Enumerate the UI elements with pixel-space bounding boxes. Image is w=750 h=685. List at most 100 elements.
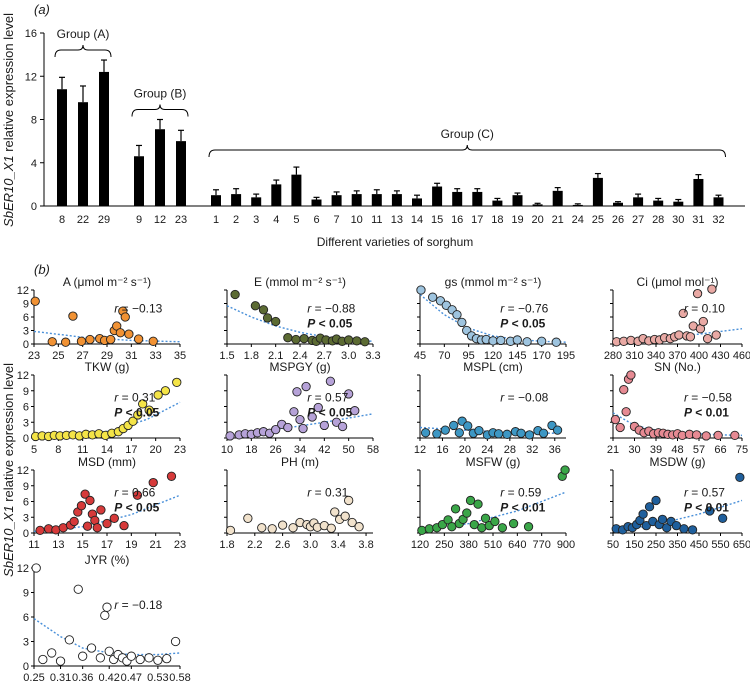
data-point bbox=[262, 313, 273, 323]
p-value: P < 0.05 bbox=[114, 500, 159, 514]
subplot-title: JYR (%) bbox=[85, 553, 130, 567]
subplot-x-tick-label: 0.25 bbox=[23, 672, 44, 684]
data-point bbox=[162, 654, 172, 664]
data-point bbox=[692, 288, 703, 299]
subplot-x-tick-label: 25 bbox=[52, 350, 64, 362]
data-point bbox=[626, 370, 636, 380]
trend-line bbox=[226, 305, 374, 342]
subplot-x-tick-label: 170 bbox=[532, 350, 550, 362]
subplot-x-tick-label: 280 bbox=[604, 350, 622, 362]
subplot-title: PH (m) bbox=[281, 455, 319, 469]
subplot-x-tick-label: 33 bbox=[150, 350, 162, 362]
y-axis-title-b: SbER10_X1 relative expression level bbox=[1, 363, 16, 577]
subplot-x-tick-label: 370 bbox=[668, 350, 686, 362]
bar-x-tick-label: 24 bbox=[572, 214, 584, 226]
subplot-x-tick-label: 450 bbox=[690, 539, 708, 551]
data-point bbox=[678, 308, 688, 319]
subplot-title: MSPL (cm) bbox=[463, 360, 523, 374]
bar-x-tick-label: 7 bbox=[334, 214, 340, 226]
scatter-subplot: JYR (%) 0 3 6 9 12 0.25 0.31 0.36 0.42 0.47 0.53 0.5… bbox=[17, 553, 191, 684]
data-point bbox=[271, 316, 281, 327]
subplot-x-tick-label: 1.8 bbox=[244, 350, 259, 362]
subplot-title: A (μmol m⁻² s⁻¹) bbox=[63, 275, 151, 289]
data-point bbox=[488, 336, 498, 346]
subplot-x-tick-label: 10 bbox=[221, 444, 233, 456]
data-point bbox=[701, 431, 711, 441]
data-point bbox=[432, 429, 442, 439]
data-point bbox=[138, 399, 148, 409]
data-point bbox=[662, 523, 672, 533]
data-point bbox=[100, 610, 110, 621]
correlation-r: r = 0.31 bbox=[114, 390, 155, 404]
data-point bbox=[258, 305, 269, 315]
bar-x-tick-label: 18 bbox=[491, 214, 503, 226]
bar-x-tick-label: 19 bbox=[511, 214, 523, 226]
scatter-subplot: MSFW (g) 120 250 380 510 640 770 900 r = 0.59P <… bbox=[411, 455, 575, 551]
subplot-x-tick-label: 21 bbox=[150, 539, 162, 551]
scatter-subplot: A (μmol m⁻² s⁻¹) 03 69 12 23 25 27 29 31 33 35 r = … bbox=[17, 275, 186, 362]
subplot-y-tick-label: 0 bbox=[23, 339, 29, 351]
subplot-x-tick-label: 35 bbox=[174, 350, 186, 362]
data-point bbox=[225, 431, 235, 441]
data-point bbox=[230, 289, 240, 300]
subplot-x-tick-label: 29 bbox=[101, 350, 113, 362]
data-point bbox=[735, 472, 745, 482]
data-point bbox=[493, 429, 504, 439]
data-point bbox=[711, 330, 721, 340]
data-point bbox=[354, 522, 364, 532]
bar bbox=[57, 89, 67, 206]
bar bbox=[231, 194, 242, 206]
data-point bbox=[638, 509, 648, 519]
data-point bbox=[551, 337, 561, 347]
data-point bbox=[454, 428, 464, 438]
data-point bbox=[80, 489, 90, 499]
subplot-x-tick-label: 0.53 bbox=[147, 672, 168, 684]
data-point bbox=[524, 430, 535, 440]
data-point bbox=[651, 495, 661, 506]
subplot-y-tick-label: 6 bbox=[23, 312, 29, 324]
bar bbox=[532, 204, 543, 206]
subplot-x-tick-label: 23 bbox=[28, 350, 40, 362]
bar bbox=[176, 141, 186, 206]
data-point bbox=[289, 407, 299, 417]
bar-x-tick-label: 22 bbox=[77, 214, 89, 226]
data-point bbox=[153, 655, 163, 665]
data-point bbox=[144, 405, 154, 415]
subplot-x-tick-label: 42 bbox=[318, 444, 330, 456]
subplot-x-tick-label: 13 bbox=[52, 539, 64, 551]
subplot-x-tick-label: 380 bbox=[459, 539, 477, 551]
data-point bbox=[292, 387, 302, 397]
data-point bbox=[698, 316, 708, 327]
correlation-r: r = −0.08 bbox=[500, 390, 548, 404]
data-point bbox=[473, 499, 483, 509]
correlation-r: r = 0.57 bbox=[684, 485, 725, 499]
bar-x-tick-label: 14 bbox=[411, 214, 423, 226]
subplot-y-tick-label: 12 bbox=[17, 563, 29, 575]
subplot-y-tick-label: 12 bbox=[17, 285, 29, 297]
data-point bbox=[702, 333, 713, 344]
data-point bbox=[337, 421, 348, 432]
bar bbox=[271, 184, 282, 206]
bar bbox=[331, 195, 342, 206]
subplot-x-tick-label: 27 bbox=[77, 350, 89, 362]
subplot-x-tick-label: 20 bbox=[150, 444, 162, 456]
subplot-y-tick-label: 12 bbox=[17, 370, 29, 382]
data-point bbox=[257, 523, 267, 533]
data-point bbox=[104, 646, 114, 656]
bar-y-tick-label: 8 bbox=[31, 115, 37, 127]
subplot-x-tick-label: 0.42 bbox=[99, 672, 120, 684]
bar bbox=[552, 190, 563, 206]
data-point bbox=[283, 333, 293, 343]
data-point bbox=[47, 337, 57, 347]
data-point bbox=[166, 471, 177, 481]
data-point bbox=[85, 334, 95, 345]
subplot-y-tick-label: 0 bbox=[23, 661, 29, 673]
data-point bbox=[35, 525, 45, 536]
subplot-title: gs (mmol m⁻² s⁻¹) bbox=[445, 275, 542, 289]
data-point bbox=[295, 414, 305, 425]
group-bracket bbox=[131, 104, 189, 117]
subplot-x-tick-label: 430 bbox=[711, 350, 729, 362]
data-point bbox=[463, 421, 473, 431]
